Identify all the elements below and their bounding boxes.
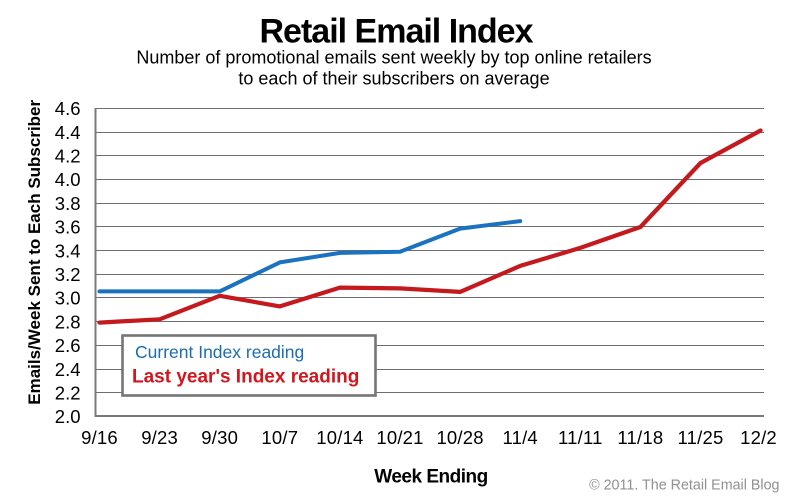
svg-text:10/7: 10/7 bbox=[261, 427, 298, 448]
svg-text:11/11: 11/11 bbox=[558, 427, 603, 448]
svg-text:2.4: 2.4 bbox=[55, 359, 81, 380]
svg-text:4.2: 4.2 bbox=[55, 146, 81, 167]
svg-text:3.4: 3.4 bbox=[55, 240, 81, 261]
svg-text:3.0: 3.0 bbox=[55, 288, 81, 309]
svg-text:11/25: 11/25 bbox=[678, 427, 724, 448]
svg-text:9/23: 9/23 bbox=[141, 427, 178, 448]
svg-text:to each of their subscribers o: to each of their subscribers on average bbox=[238, 68, 549, 88]
svg-text:11/18: 11/18 bbox=[617, 427, 663, 448]
svg-text:2.6: 2.6 bbox=[55, 335, 81, 356]
svg-text:4.4: 4.4 bbox=[55, 122, 81, 143]
svg-text:Last year's Index reading: Last year's Index reading bbox=[132, 367, 359, 388]
svg-text:10/28: 10/28 bbox=[436, 427, 483, 448]
svg-text:4.6: 4.6 bbox=[55, 98, 81, 119]
svg-text:Emails/Week Sent to Each Subsc: Emails/Week Sent to Each Subscriber bbox=[25, 99, 44, 404]
svg-text:2.8: 2.8 bbox=[55, 311, 81, 332]
svg-text:11/4: 11/4 bbox=[502, 427, 537, 448]
svg-text:Number of promotional emails s: Number of promotional emails sent weekly… bbox=[136, 48, 651, 68]
svg-text:10/14: 10/14 bbox=[316, 427, 363, 448]
svg-text:12/2: 12/2 bbox=[740, 427, 777, 448]
svg-text:9/16: 9/16 bbox=[81, 427, 118, 448]
svg-text:4.0: 4.0 bbox=[55, 169, 81, 190]
svg-text:9/30: 9/30 bbox=[201, 427, 238, 448]
svg-text:Retail Email Index: Retail Email Index bbox=[260, 13, 534, 51]
svg-text:2.2: 2.2 bbox=[55, 383, 81, 404]
svg-text:3.8: 3.8 bbox=[55, 193, 81, 214]
svg-text:3.2: 3.2 bbox=[55, 264, 81, 285]
svg-text:Current Index reading: Current Index reading bbox=[135, 342, 304, 362]
svg-text:3.6: 3.6 bbox=[55, 217, 81, 238]
svg-text:© 2011. The Retail Email Blog: © 2011. The Retail Email Blog bbox=[589, 477, 779, 493]
svg-text:2.0: 2.0 bbox=[55, 406, 81, 427]
svg-text:10/21: 10/21 bbox=[376, 427, 423, 448]
svg-text:Week Ending: Week Ending bbox=[374, 466, 487, 487]
